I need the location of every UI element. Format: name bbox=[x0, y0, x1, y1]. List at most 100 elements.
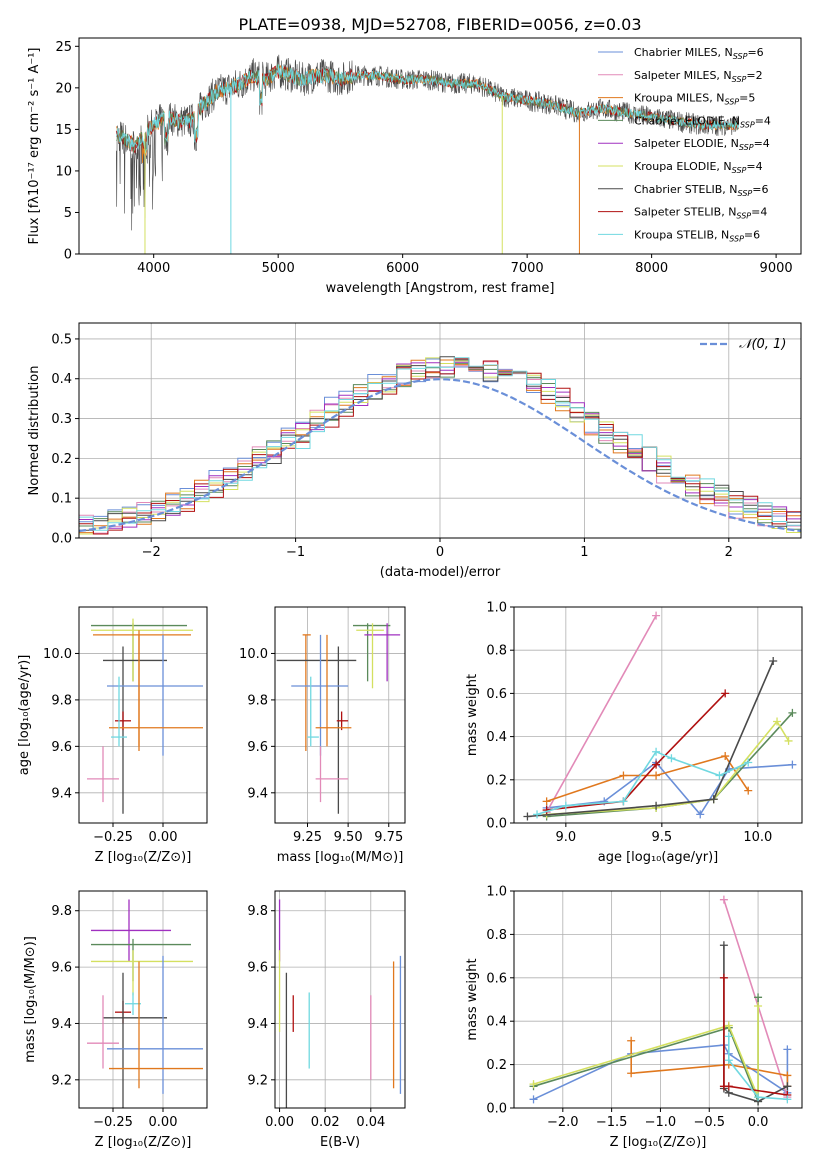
spectrum-line-kroupa_stelib bbox=[115, 64, 739, 154]
y-tick-label: 0.2 bbox=[486, 1058, 507, 1073]
point-marker-chabrier_miles bbox=[696, 810, 705, 819]
x-tick-label: 4000 bbox=[137, 261, 170, 276]
y-tick-label: 9.4 bbox=[51, 1017, 72, 1032]
plot-area bbox=[79, 356, 801, 535]
histogram-kroupa_stelib bbox=[79, 357, 801, 535]
mass-vs-metallicity-panel: −0.25 0.00 9.2 9.4 9.6 9.8 Z [log₁₀(Z/Z⊙)] mass… bbox=[23, 890, 208, 1150]
x-tick-label: 9.50 bbox=[334, 830, 363, 845]
axes-frame bbox=[78, 890, 208, 1109]
y-tick-label: 0.4 bbox=[51, 372, 72, 387]
y-tick-label: 5 bbox=[64, 206, 72, 221]
plot-area bbox=[278, 899, 402, 1108]
x-tick-label: 9000 bbox=[760, 261, 793, 276]
x-axis-label: age [log₁₀(age/yr)] bbox=[598, 850, 719, 865]
plot-area bbox=[523, 611, 797, 821]
x-tick-label: 0.00 bbox=[265, 1115, 294, 1130]
point-marker-kroupa_stelib bbox=[667, 754, 676, 763]
y-tick-label: 0.0 bbox=[51, 532, 72, 547]
x-tick-label: 0.00 bbox=[149, 1115, 178, 1130]
y-tick-label: 9.2 bbox=[51, 1073, 72, 1088]
plot-area bbox=[115, 54, 739, 254]
point-marker-kroupa_stelib bbox=[754, 1093, 763, 1102]
x-tick-label: −1.5 bbox=[596, 1115, 628, 1130]
x-tick-label: 0.02 bbox=[311, 1115, 340, 1130]
point-marker-kroupa_elodie bbox=[724, 1021, 733, 1030]
y-tick-label: 0.3 bbox=[51, 412, 72, 427]
y-tick-label: 9.6 bbox=[51, 740, 72, 755]
axes-frame bbox=[513, 606, 803, 824]
point-marker-chabrier_elodie bbox=[754, 993, 763, 1002]
point-marker-kroupa_elodie bbox=[529, 1080, 538, 1089]
massweight-vs-metallicity-panel: −2.0 −1.5 −1.0 −0.5 0.0 0.0 0.2 0.4 0.6 0.8 1.0 Z [… bbox=[465, 885, 803, 1150]
x-tick-label: 9.75 bbox=[374, 830, 403, 845]
point-marker-kroupa_miles bbox=[542, 797, 551, 806]
axes-frame bbox=[78, 606, 208, 824]
x-tick-label: 0.0 bbox=[748, 1115, 769, 1130]
point-marker-chabrier_stelib bbox=[719, 941, 728, 950]
point-marker-kroupa_miles bbox=[627, 1069, 636, 1078]
mass-vs-ebv-panel: 0.00 0.02 0.04 9.2 9.4 9.6 9.8 E(B-V) bbox=[247, 890, 406, 1150]
x-tick-label: 2 bbox=[725, 545, 733, 560]
axes-frame bbox=[274, 890, 406, 1109]
y-tick-label: 9.8 bbox=[51, 904, 72, 919]
x-tick-label: 0 bbox=[436, 545, 444, 560]
y-tick-label: 10.0 bbox=[239, 647, 268, 662]
y-tick-label: 9.6 bbox=[247, 740, 268, 755]
residuals-panel: −2 −1 0 1 2 0.0 0.1 0.2 0.3 0.4 0.5 (data-model)/er… bbox=[27, 322, 802, 580]
x-tick-label: −0.5 bbox=[693, 1115, 725, 1130]
point-marker-kroupa_stelib bbox=[533, 810, 542, 819]
y-tick-label: 9.8 bbox=[247, 904, 268, 919]
x-axis-label: (data-model)/error bbox=[380, 565, 501, 580]
plot-area bbox=[529, 895, 792, 1106]
legend-label-chabrier_stelib: Chabrier STELIB, NSSP=6 bbox=[634, 183, 768, 198]
y-tick-label: 9.4 bbox=[51, 786, 72, 801]
point-marker-salpeter_stelib bbox=[719, 973, 728, 982]
legend-label-kroupa_miles: Kroupa MILES, NSSP=5 bbox=[634, 92, 755, 107]
y-tick-label: 0.4 bbox=[486, 730, 507, 745]
y-axis-label: Flux [fλ10⁻¹⁷ erg cm⁻² s⁻¹ A⁻¹] bbox=[27, 48, 42, 245]
y-tick-label: 0 bbox=[64, 248, 72, 263]
series-line-chabrier_elodie bbox=[546, 712, 793, 818]
y-tick-label: 9.8 bbox=[247, 693, 268, 708]
gaussian-curve bbox=[79, 378, 801, 533]
plot-area bbox=[87, 899, 203, 1108]
point-marker-salpeter_miles bbox=[652, 611, 661, 620]
y-axis-label: mass weight bbox=[465, 674, 480, 756]
massweight-vs-age-panel: 9.0 9.5 10.0 0.0 0.2 0.4 0.6 0.8 1.0 age [log₁₀(a… bbox=[465, 601, 803, 865]
point-marker-chabrier_stelib bbox=[783, 1082, 792, 1091]
x-tick-label: 5000 bbox=[262, 261, 295, 276]
point-marker-chabrier_stelib bbox=[709, 795, 718, 804]
point-marker-kroupa_miles bbox=[721, 752, 730, 761]
y-tick-label: 0.8 bbox=[486, 928, 507, 943]
point-marker-chabrier_miles bbox=[529, 1095, 538, 1104]
series-line-chabrier_stelib bbox=[723, 945, 788, 1103]
y-tick-label: 0.5 bbox=[51, 332, 72, 347]
y-tick-label: 0.0 bbox=[486, 1102, 507, 1117]
point-marker-chabrier_stelib bbox=[652, 801, 661, 810]
y-tick-label: 0.2 bbox=[486, 773, 507, 788]
plot-area bbox=[87, 618, 203, 814]
x-tick-label: 9.0 bbox=[555, 830, 576, 845]
x-tick-label: −0.25 bbox=[93, 830, 133, 845]
y-axis-label: mass weight bbox=[465, 958, 480, 1040]
x-tick-label: 9.5 bbox=[651, 830, 672, 845]
x-axis-label: mass [log₁₀(M/M⊙)] bbox=[277, 850, 404, 865]
point-marker-kroupa_stelib bbox=[744, 758, 753, 767]
y-tick-label: 1.0 bbox=[486, 885, 507, 900]
series-line-kroupa_stelib bbox=[728, 1036, 788, 1101]
point-marker-kroupa_stelib bbox=[724, 1032, 733, 1041]
axes-frame bbox=[274, 606, 406, 824]
y-tick-label: 0.4 bbox=[486, 1015, 507, 1030]
plot-area bbox=[276, 623, 401, 814]
legend-label-kroupa_stelib: Kroupa STELIB, NSSP=6 bbox=[634, 228, 760, 243]
spectrum-panel: 4000 5000 6000 7000 8000 9000 0 5 10 15 20 25 wavele… bbox=[27, 37, 802, 296]
x-axis-label: Z [log₁₀(Z/Z⊙)] bbox=[610, 1135, 707, 1150]
point-marker-kroupa_stelib bbox=[715, 771, 724, 780]
y-tick-label: 20 bbox=[55, 81, 72, 96]
point-marker-kroupa_miles bbox=[744, 786, 753, 795]
point-marker-kroupa_elodie bbox=[784, 736, 793, 745]
point-marker-salpeter_stelib bbox=[724, 1082, 733, 1091]
point-marker-kroupa_stelib bbox=[619, 797, 628, 806]
y-tick-label: 0.6 bbox=[486, 971, 507, 986]
